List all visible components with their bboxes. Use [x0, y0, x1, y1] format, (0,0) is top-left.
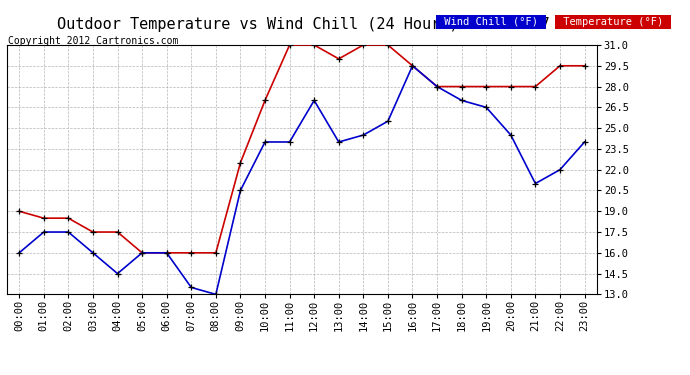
- Text: Outdoor Temperature vs Wind Chill (24 Hours)  20121127: Outdoor Temperature vs Wind Chill (24 Ho…: [57, 17, 550, 32]
- Text: Temperature (°F): Temperature (°F): [557, 17, 669, 27]
- Text: Wind Chill (°F): Wind Chill (°F): [438, 17, 544, 27]
- Text: Copyright 2012 Cartronics.com: Copyright 2012 Cartronics.com: [8, 36, 179, 46]
